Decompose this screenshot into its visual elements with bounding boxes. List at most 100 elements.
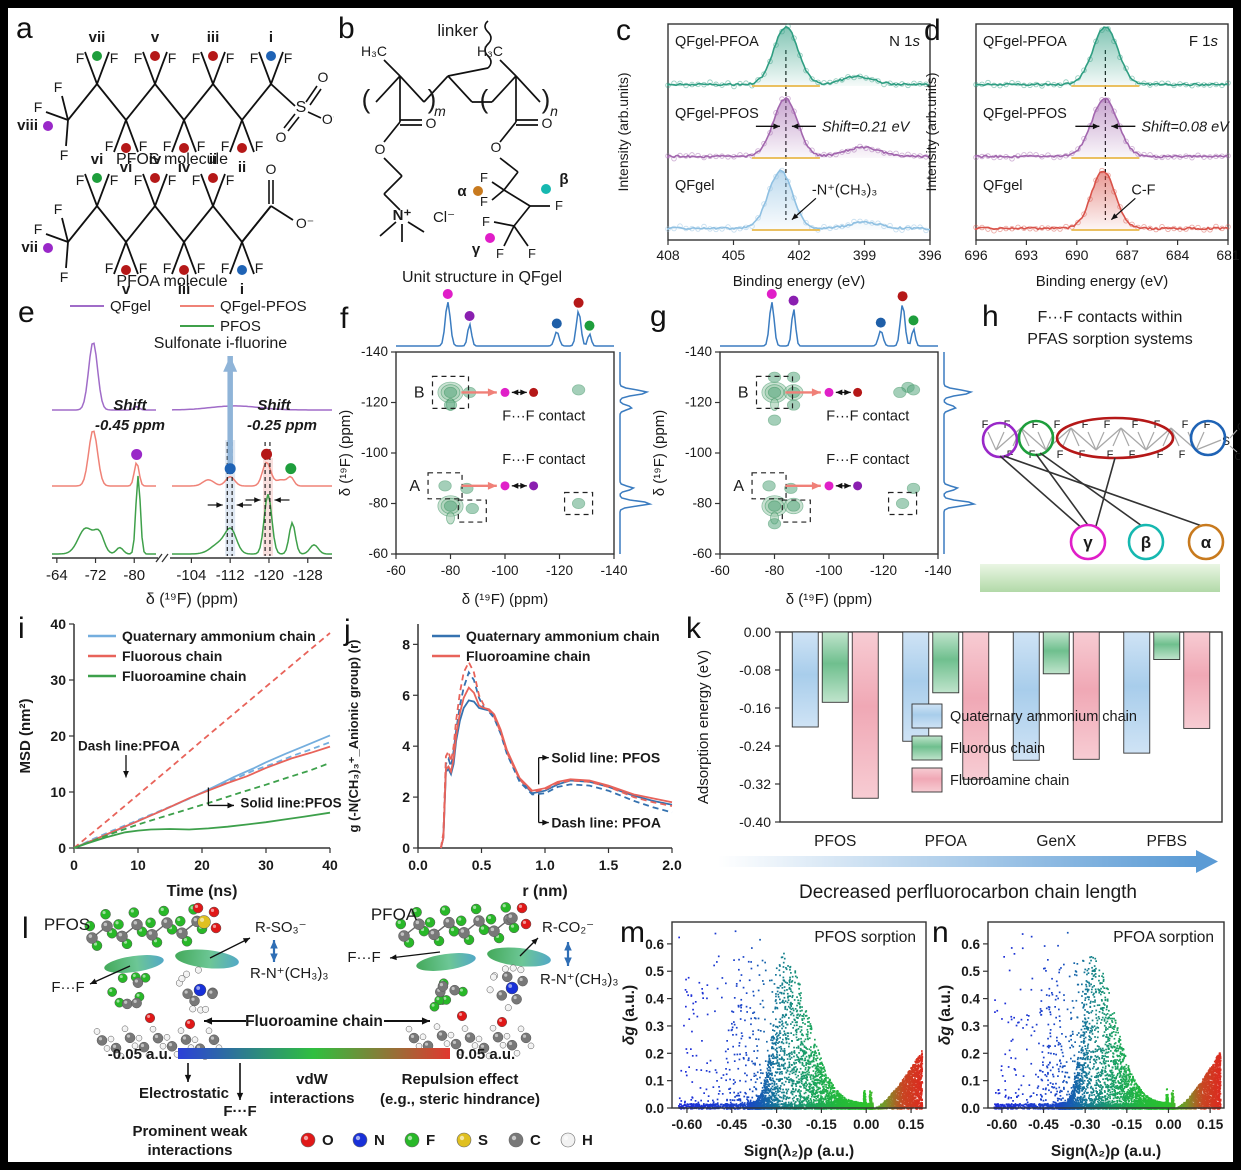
svg-text:F: F — [480, 194, 488, 209]
svg-text:F: F — [60, 269, 69, 285]
svg-text:O: O — [266, 161, 277, 177]
box-label: B — [414, 384, 425, 401]
sulfonate-annotation: Sulfonate i-fluorine — [154, 335, 288, 352]
svg-text:F: F — [1157, 449, 1164, 461]
atom-label: F — [197, 138, 206, 154]
svg-text:-0.25 ppm: -0.25 ppm — [247, 417, 317, 434]
legend-label: QFgel — [110, 298, 151, 315]
site-numeral: iii — [178, 281, 191, 294]
y-tick: 0.3 — [645, 1019, 664, 1034]
box-label: A — [733, 478, 744, 495]
cross-peak — [767, 386, 782, 398]
x-tick: -100 — [491, 563, 518, 578]
sorbent-surface — [980, 564, 1220, 592]
y-tick: 0.2 — [961, 1046, 980, 1061]
svg-text:O: O — [318, 69, 329, 85]
trace-label: QFgel-PFOA — [675, 34, 759, 50]
cross-peak — [762, 480, 776, 492]
xps-fill-QFgel-PFOS — [668, 97, 930, 158]
trace-label: QFgel-PFOS — [675, 106, 759, 122]
ff-annotation: F···F — [347, 949, 380, 966]
svg-text:F: F — [34, 99, 43, 115]
atom-label: F — [110, 172, 119, 188]
svg-text:β: β — [559, 171, 568, 188]
category-label: PFOS — [814, 833, 856, 850]
x-axis-label: δ (¹⁹F) (ppm) — [146, 591, 238, 608]
panel-letter-l: l — [22, 912, 29, 945]
svg-text:F: F — [1104, 419, 1111, 431]
x-tick: -0.60 — [672, 1117, 703, 1132]
svg-text:): ) — [428, 84, 437, 114]
atom-label: F — [139, 138, 148, 154]
y-tick: -100 — [361, 445, 388, 460]
site-numeral: vi — [91, 151, 104, 168]
cross-peak — [443, 386, 458, 398]
box-label: A — [409, 478, 420, 495]
legend-label: Fluoroamine chain — [122, 668, 246, 684]
series-Fluorous chain PFOS — [73, 745, 331, 849]
panel-d-xps-f1s: 696 693 690 687 684 681 Binding energy (eV) Int… — [923, 23, 1240, 290]
site-dot — [208, 173, 218, 183]
linker-label: linker — [437, 21, 478, 40]
colorbar-max: 0.05 a.u. — [456, 1046, 515, 1063]
pfos-label: PFOS — [44, 915, 90, 934]
x-tick: 0.0 — [408, 857, 428, 873]
y-tick: -80 — [368, 496, 388, 511]
y-tick: 0.2 — [645, 1046, 664, 1061]
panel-j-rdf-chart: 0.0 0.5 1.0 1.5 2.0 0 2 4 6 8 r (nm) g (-N(CH₃)₃⁺_A… — [346, 624, 682, 900]
cross-peak — [786, 371, 801, 383]
site-circle — [1069, 523, 1107, 561]
site-numeral: vii — [89, 29, 106, 46]
panel-letter-j: j — [344, 614, 351, 647]
y-tick: -140 — [361, 344, 388, 359]
dashed-box — [457, 499, 487, 523]
y-tick: 0.0 — [961, 1101, 980, 1116]
y-tick: 4 — [402, 738, 410, 754]
C-atom-icon — [508, 1132, 524, 1148]
svg-text:γ: γ — [472, 241, 481, 258]
shift-annotation: Shift=0.08 eV — [1141, 119, 1230, 135]
site-dot — [121, 265, 131, 275]
spectrum-type-label: F 1s — [1189, 33, 1219, 50]
atom-label: F — [226, 172, 235, 188]
category-label: GenX — [1036, 833, 1076, 850]
group-annotation: -N⁺(CH₃)₃ — [812, 182, 877, 198]
site-dot — [208, 51, 218, 61]
solid-annotation: Solid line:PFOS — [240, 796, 341, 811]
S-atom-icon — [456, 1132, 472, 1148]
x-tick: -0.60 — [986, 1117, 1017, 1132]
site-dot — [237, 143, 247, 153]
legend-label: PFOS — [220, 318, 261, 335]
projection-dot — [908, 315, 919, 326]
y-axis-label: Intensity (arb.units) — [615, 72, 631, 191]
x-tick: 396 — [918, 247, 942, 263]
y-axis-label: MSD (nm²) — [17, 699, 34, 774]
svg-text:N⁺: N⁺ — [393, 207, 412, 224]
x-tick: 10 — [130, 857, 146, 873]
y-tick: -100 — [685, 445, 712, 460]
site-dot — [237, 265, 247, 275]
cross-peak — [438, 480, 452, 492]
x-tick: 1.5 — [599, 857, 619, 873]
xps-fill-QFgel-PFOA — [668, 26, 930, 86]
H-atom-icon — [560, 1132, 576, 1148]
x-tick: -100 — [815, 563, 842, 578]
y-tick: 0 — [58, 840, 66, 856]
isosurface — [487, 947, 551, 967]
svg-text:F: F — [480, 170, 488, 185]
x-axis-label: Binding energy (eV) — [1036, 273, 1169, 290]
atom-label: F — [168, 50, 177, 66]
xps-curve-QFgel-PFOA — [667, 25, 931, 87]
rco2-annotation: R-CO₂⁻ — [542, 919, 594, 936]
solid-annotation: Solid line: PFOS — [551, 750, 660, 766]
y-tick: 10 — [50, 784, 66, 800]
shift-band-blue — [225, 440, 236, 556]
cross-peak — [895, 497, 910, 509]
y-axis-label: Intensity (arb.units) — [923, 72, 939, 191]
rso3-annotation: R-SO₃⁻ — [255, 919, 307, 936]
cross-peak — [893, 386, 907, 398]
y-axis-label: Adsorption energy (eV) — [695, 650, 712, 804]
projection-dot — [875, 317, 886, 328]
y-axis-label: δ (¹⁹F) (ppm) — [338, 410, 354, 496]
